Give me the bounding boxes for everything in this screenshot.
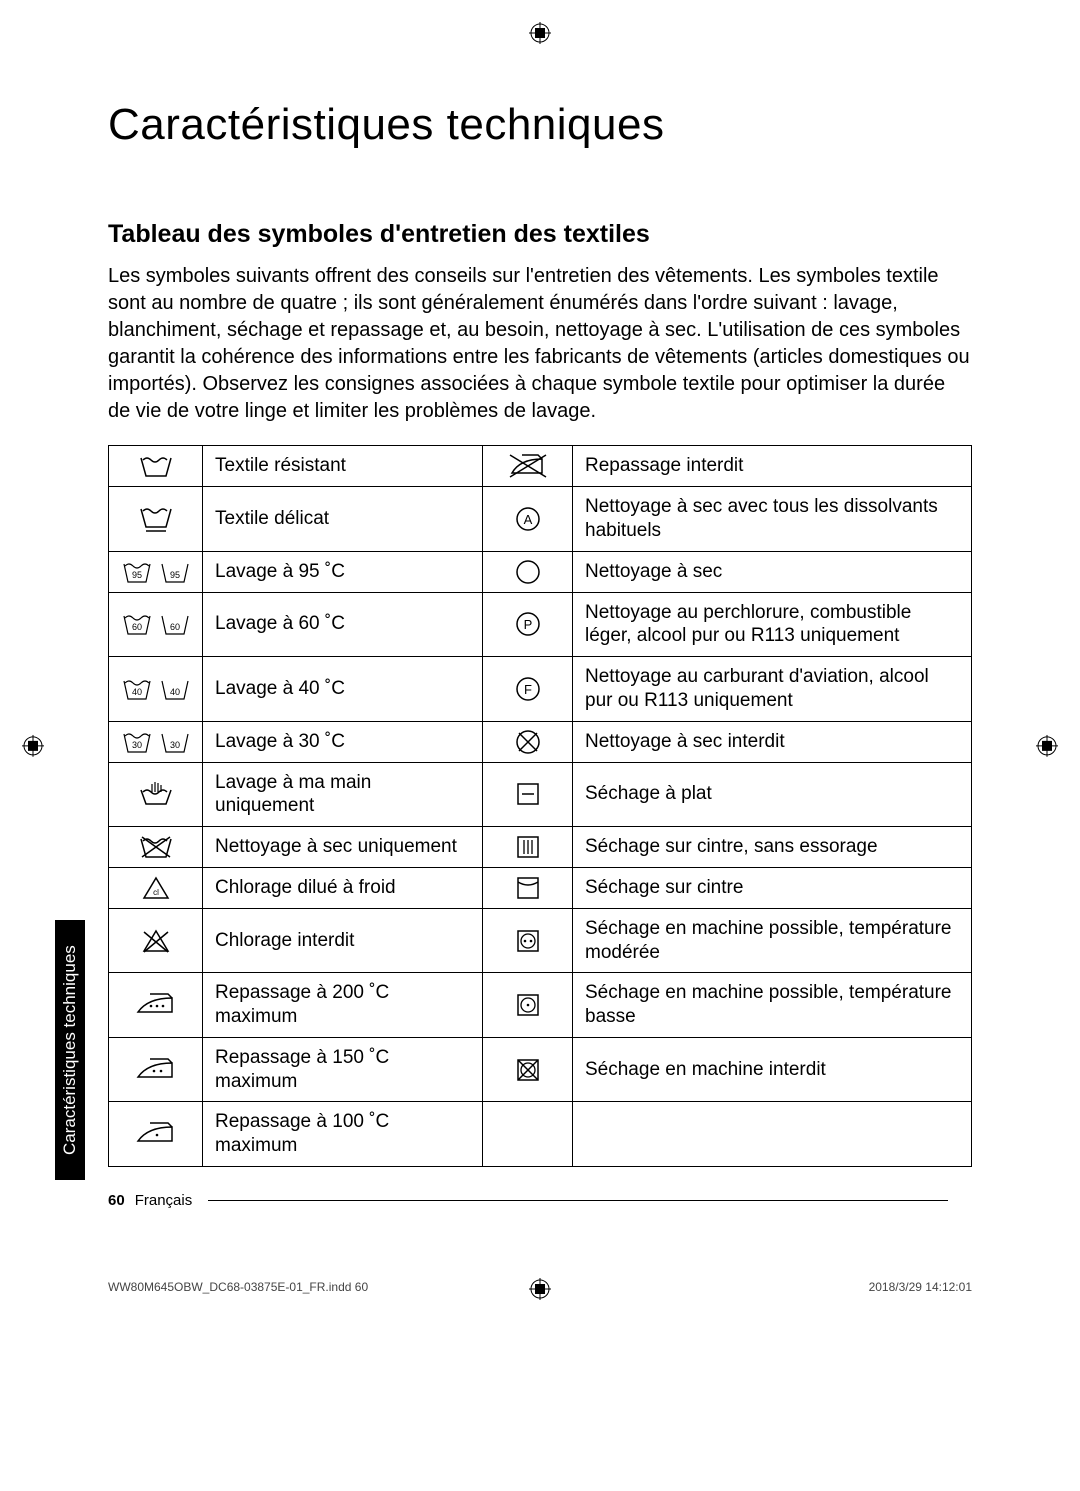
table-row: Chlorage interdit Séchage en machine pos… (109, 908, 972, 973)
label-cell: Textile résistant (203, 446, 483, 487)
page-number: 60 (108, 1192, 125, 1209)
wash-40-icon: 40 40 (109, 657, 203, 722)
iron-200-icon (109, 973, 203, 1038)
no-bleach-icon (109, 908, 203, 973)
label-cell: Nettoyage au carburant d'aviation, alcoo… (573, 657, 972, 722)
side-tab: Caractéristiques techniques (55, 920, 85, 1180)
label-cell: Séchage en machine possible, température… (573, 973, 972, 1038)
dryclean-p-icon: P (483, 592, 573, 657)
svg-text:F: F (524, 682, 532, 697)
dryclean-icon (483, 551, 573, 592)
no-dryclean-icon (483, 721, 573, 762)
wash-tub-delicate-icon (109, 487, 203, 552)
svg-text:60: 60 (169, 622, 179, 632)
no-wash-icon (109, 827, 203, 868)
no-iron-icon (483, 446, 573, 487)
tumble-dry-low-icon (483, 973, 573, 1038)
table-row: 60 60 Lavage à 60 ˚C P Nettoyage au perc… (109, 592, 972, 657)
table-row: Repassage à 200 ˚C maximum Séchage en ma… (109, 973, 972, 1038)
label-cell: Textile délicat (203, 487, 483, 552)
registration-mark-icon (529, 22, 551, 44)
table-row: Repassage à 150 ˚C maximum Séchage en ma… (109, 1037, 972, 1102)
label-cell: Séchage à plat (573, 762, 972, 827)
svg-text:95: 95 (169, 570, 179, 580)
section-title: Tableau des symboles d'entretien des tex… (108, 220, 972, 249)
wash-95-icon: 95 95 (109, 551, 203, 592)
wash-60-icon: 60 60 (109, 592, 203, 657)
label-cell: Séchage en machine possible, température… (573, 908, 972, 973)
registration-mark-icon (22, 734, 44, 756)
svg-text:40: 40 (169, 687, 179, 697)
label-cell: Chlorage dilué à froid (203, 868, 483, 909)
label-cell: Repassage à 100 ˚C maximum (203, 1102, 483, 1167)
page-footer: 60 Français (108, 1192, 948, 1209)
table-row: Lavage à ma main uniquement Séchage à pl… (109, 762, 972, 827)
wash-30-icon: 30 30 (109, 721, 203, 762)
table-row: Textile résistant Repassage interdit (109, 446, 972, 487)
label-cell: Repassage à 200 ˚C maximum (203, 973, 483, 1038)
label-cell: Nettoyage à sec uniquement (203, 827, 483, 868)
bleach-icon: cl (109, 868, 203, 909)
label-cell: Nettoyage à sec (573, 551, 972, 592)
label-cell: Repassage interdit (573, 446, 972, 487)
dryclean-a-icon: A (483, 487, 573, 552)
svg-text:cl: cl (153, 888, 159, 897)
empty-icon (483, 1102, 573, 1167)
table-row: Textile délicat A Nettoyage à sec avec t… (109, 487, 972, 552)
label-cell: Chlorage interdit (203, 908, 483, 973)
svg-text:40: 40 (131, 687, 141, 697)
label-cell: Lavage à 40 ˚C (203, 657, 483, 722)
svg-text:P: P (523, 617, 532, 632)
iron-100-icon (109, 1102, 203, 1167)
dry-flat-icon (483, 762, 573, 827)
no-tumble-dry-icon (483, 1037, 573, 1102)
table-row: 30 30 Lavage à 30 ˚C Nettoyage à sec int… (109, 721, 972, 762)
intro-paragraph: Les symboles suivants offrent des consei… (108, 263, 972, 425)
label-cell: Lavage à 60 ˚C (203, 592, 483, 657)
table-row: cl Chlorage dilué à froid Séchage sur ci… (109, 868, 972, 909)
svg-text:60: 60 (131, 622, 141, 632)
label-cell: Lavage à 30 ˚C (203, 721, 483, 762)
tumble-dry-medium-icon (483, 908, 573, 973)
label-cell: Séchage sur cintre (573, 868, 972, 909)
page-language: Français (135, 1192, 193, 1209)
page-title: Caractéristiques techniques (108, 100, 972, 150)
hang-dry-icon (483, 868, 573, 909)
label-cell: Lavage à ma main uniquement (203, 762, 483, 827)
svg-text:30: 30 (131, 740, 141, 750)
wash-tub-icon (109, 446, 203, 487)
footer-rule (208, 1200, 948, 1201)
svg-text:A: A (523, 512, 532, 527)
label-cell: Nettoyage à sec interdit (573, 721, 972, 762)
svg-text:30: 30 (169, 740, 179, 750)
label-cell: Séchage en machine interdit (573, 1037, 972, 1102)
dryclean-f-icon: F (483, 657, 573, 722)
registration-mark-icon (1036, 734, 1058, 756)
label-cell: Séchage sur cintre, sans essorage (573, 827, 972, 868)
svg-text:95: 95 (131, 570, 141, 580)
print-footer: WW80M645OBW_DC68-03875E-01_FR.indd 60 20… (108, 1280, 972, 1294)
table-row: Nettoyage à sec uniquement Séchage sur c… (109, 827, 972, 868)
label-cell: Lavage à 95 ˚C (203, 551, 483, 592)
drip-dry-icon (483, 827, 573, 868)
table-row: Repassage à 100 ˚C maximum (109, 1102, 972, 1167)
hand-wash-icon (109, 762, 203, 827)
label-cell (573, 1102, 972, 1167)
label-cell: Nettoyage au perchlorure, combustible lé… (573, 592, 972, 657)
label-cell: Nettoyage à sec avec tous les dissolvant… (573, 487, 972, 552)
print-timestamp: 2018/3/29 14:12:01 (869, 1280, 972, 1294)
table-row: 40 40 Lavage à 40 ˚C F Nettoyage au carb… (109, 657, 972, 722)
print-file: WW80M645OBW_DC68-03875E-01_FR.indd 60 (108, 1280, 368, 1294)
iron-150-icon (109, 1037, 203, 1102)
care-symbols-table: Textile résistant Repassage interdit Tex… (108, 445, 972, 1167)
label-cell: Repassage à 150 ˚C maximum (203, 1037, 483, 1102)
table-row: 95 95 Lavage à 95 ˚C Nettoyage à sec (109, 551, 972, 592)
